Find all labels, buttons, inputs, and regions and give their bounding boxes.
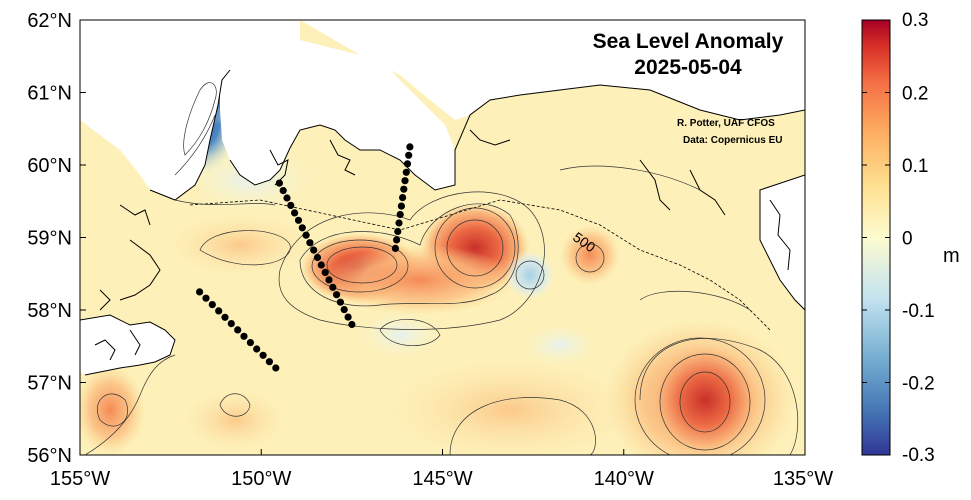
- map-title: Sea Level Anomaly: [593, 30, 784, 53]
- lon-tick-135w: 135°W: [773, 468, 833, 490]
- colorbar-unit: m: [943, 245, 960, 267]
- station-dot-line3-2: [405, 151, 413, 159]
- lon-tick-150w: 150°W: [231, 468, 291, 490]
- station-dot-line1-7: [234, 326, 242, 334]
- coastline: [80, 69, 805, 376]
- colorbar-tick-label: -0.2: [902, 374, 935, 395]
- colorbar-tick-label: 0.3: [902, 10, 928, 31]
- land-prince-william: [220, 40, 455, 190]
- colorbar-tick-label: 0.1: [902, 156, 928, 177]
- station-dot-line3-8: [397, 202, 405, 210]
- lat-tick-61: 61°N: [27, 83, 72, 105]
- station-dot-line1-4: [215, 307, 223, 315]
- station-dot-line3-6: [400, 185, 408, 193]
- anomaly-contours: [84, 82, 799, 455]
- station-dot-line2-8: [302, 231, 310, 239]
- station-dot-line2-13: [321, 268, 329, 276]
- lat-tick-56: 56°N: [27, 445, 72, 467]
- lat-tick-57: 57°N: [27, 373, 72, 395]
- station-dot-line1-6: [227, 320, 235, 328]
- station-dot-line2-5: [291, 209, 299, 217]
- credit-author: R. Potter, UAF CFOS: [677, 118, 775, 129]
- station-dot-line1-11: [259, 351, 267, 359]
- land-kodiak: [80, 315, 175, 375]
- station-dot-line2-20: [348, 320, 356, 329]
- station-dot-line3-11: [394, 227, 402, 236]
- lat-tick-62: 62°N: [27, 10, 72, 32]
- station-dot-line3-5: [401, 177, 409, 185]
- station-dot-line2-11: [313, 253, 322, 262]
- axis-ticks: [79, 19, 806, 456]
- station-dot-line2-3: [283, 194, 291, 202]
- station-dot-line2-12: [317, 261, 325, 269]
- land-north-edge: [300, 20, 805, 120]
- station-dot-line3-12: [393, 236, 401, 244]
- station-dot-line2-2: [279, 187, 287, 195]
- colorbar-tick-label: -0.1: [902, 301, 935, 322]
- station-dot-line3-4: [402, 168, 410, 176]
- station-dot-line1-12: [265, 358, 273, 366]
- colorbar-tick-label: 0.2: [902, 84, 928, 105]
- station-dot-line3-9: [396, 210, 404, 219]
- station-dot-line3-3: [403, 160, 412, 168]
- lat-tick-59: 59°N: [27, 228, 72, 250]
- station-dot-line3-7: [399, 194, 407, 202]
- station-dot-line2-19: [344, 313, 352, 321]
- lon-tick-155w: 155°W: [50, 468, 110, 490]
- land-kenai-anchorage: [80, 20, 300, 200]
- station-dot-line3-10: [395, 219, 403, 227]
- station-dot-line2-9: [306, 239, 314, 247]
- station-dot-line2-17: [336, 298, 344, 306]
- station-dot-line2-1: [275, 179, 283, 187]
- station-dot-line2-15: [329, 283, 337, 291]
- station-dot-line2-18: [340, 306, 348, 314]
- shelf-break: [189, 199, 771, 331]
- station-dot-line2-6: [294, 216, 303, 224]
- colorbar-tick-label: -0.3: [902, 445, 935, 466]
- lon-tick-145w: 145°W: [412, 468, 472, 490]
- station-dot-line1-1: [196, 288, 204, 296]
- station-dot-line3-1: [406, 143, 414, 151]
- lat-tick-60: 60°N: [27, 155, 72, 177]
- station-dot-line3-13: [391, 244, 399, 252]
- station-lines: [196, 143, 414, 372]
- station-dot-line1-5: [221, 313, 229, 321]
- station-dot-line1-8: [240, 332, 248, 340]
- station-dot-line1-3: [208, 301, 216, 309]
- station-dot-line1-2: [202, 294, 210, 302]
- map-date: 2025-05-04: [634, 56, 742, 79]
- station-dot-line2-7: [298, 224, 306, 232]
- credit-data: Data: Copernicus EU: [683, 135, 782, 146]
- station-dot-line1-13: [272, 364, 280, 372]
- station-dot-line1-9: [246, 339, 254, 347]
- lon-tick-140w: 140°W: [594, 468, 654, 490]
- land-southeast: [760, 175, 805, 310]
- station-dot-line2-10: [310, 246, 318, 254]
- lat-tick-58: 58°N: [27, 300, 72, 322]
- station-dot-line2-14: [325, 276, 333, 284]
- station-dot-line2-16: [333, 291, 341, 299]
- colorbar-tick-label: 0: [902, 229, 913, 250]
- station-dot-line2-4: [287, 201, 295, 209]
- colorbar-ticks: 0.3 0.2 0.1 0 -0.1 -0.2 -0.3: [862, 10, 935, 466]
- station-dot-line1-10: [253, 345, 261, 353]
- anomaly-field: 500 Sea Level Anomaly 2025-05-04 R. Pott…: [80, 20, 805, 455]
